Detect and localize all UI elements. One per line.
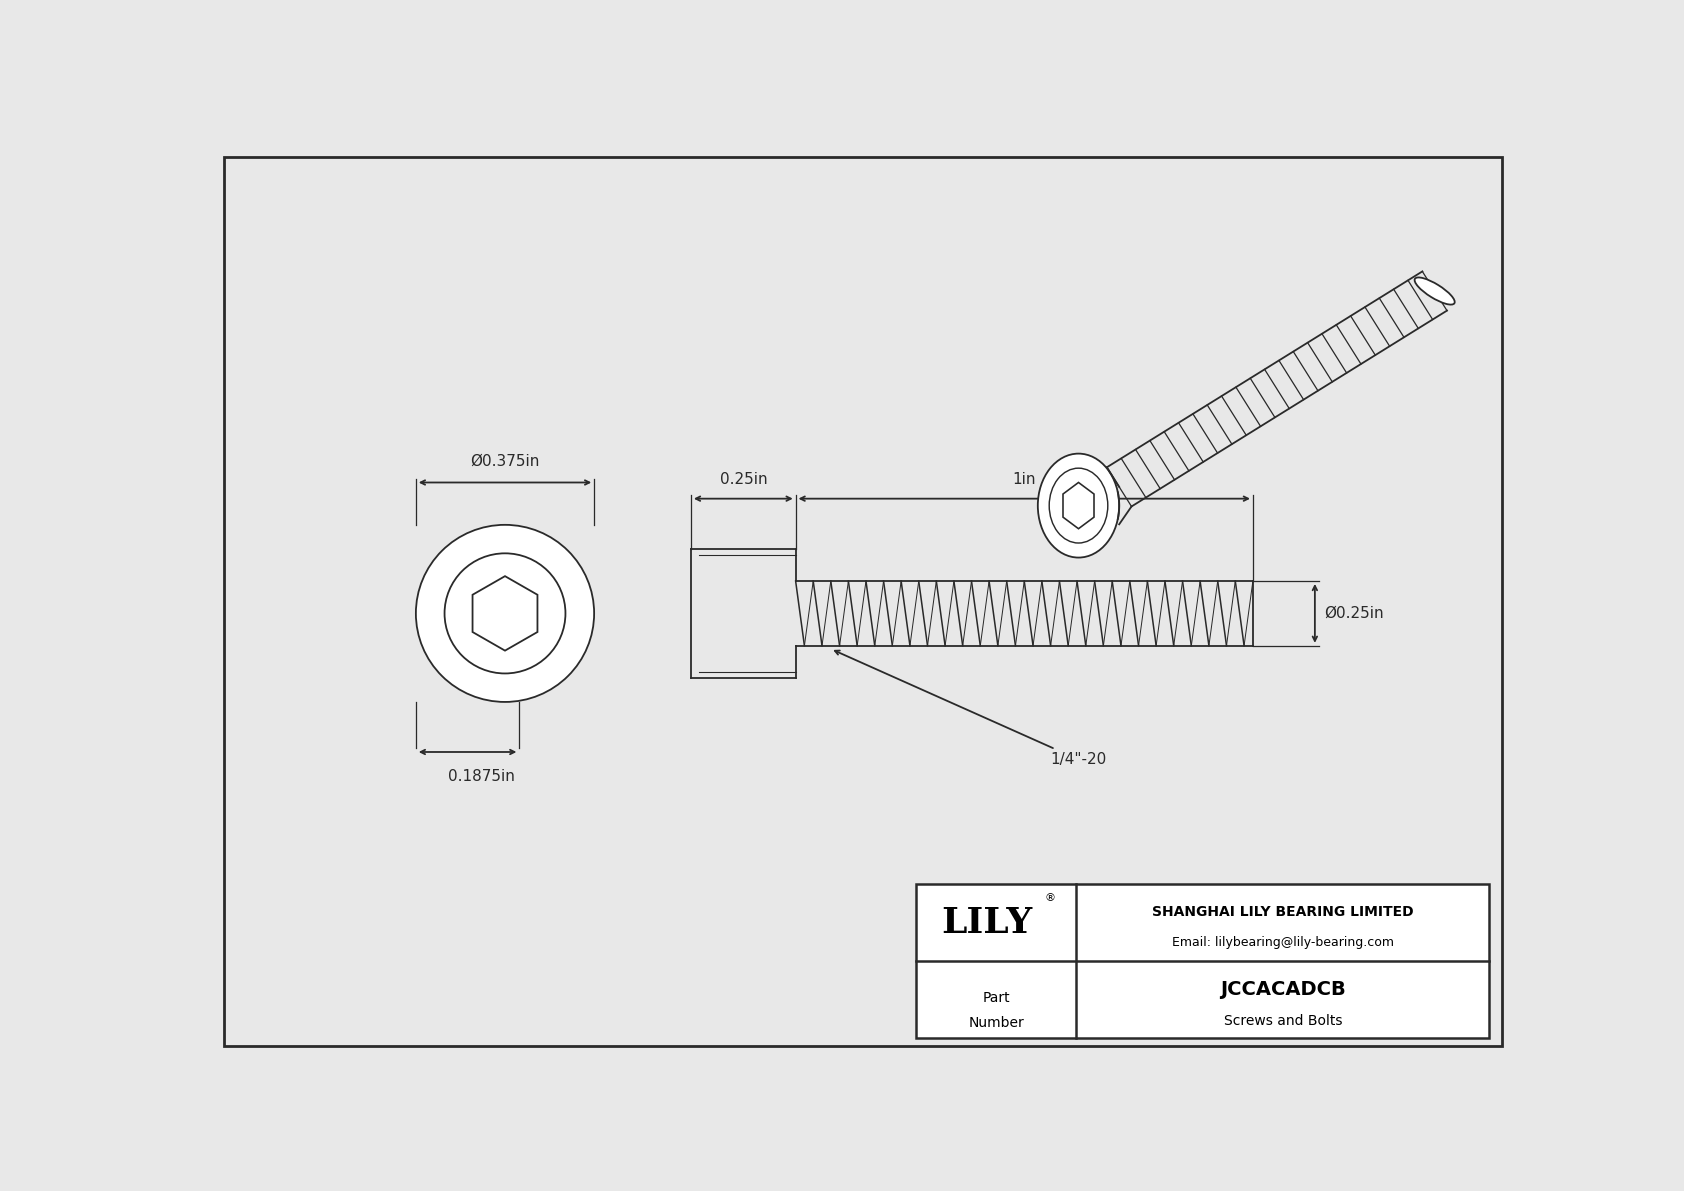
Text: 0.1875in: 0.1875in <box>448 769 515 784</box>
Text: Screws and Bolts: Screws and Bolts <box>1224 1015 1342 1029</box>
Text: 0.25in: 0.25in <box>719 472 768 487</box>
Bar <box>916 885 1489 1039</box>
Text: Ø0.375in: Ø0.375in <box>470 454 539 468</box>
Ellipse shape <box>1415 278 1455 305</box>
Text: 1/4"-20: 1/4"-20 <box>835 650 1106 767</box>
Text: Email: lilybearing@lily-bearing.com: Email: lilybearing@lily-bearing.com <box>1172 936 1394 949</box>
Text: JCCACADCB: JCCACADCB <box>1219 980 1346 998</box>
Text: Part: Part <box>982 991 1010 1005</box>
Text: Number: Number <box>968 1016 1024 1030</box>
Text: Ø0.25in: Ø0.25in <box>1324 606 1384 621</box>
Ellipse shape <box>1037 454 1120 557</box>
Ellipse shape <box>1049 468 1108 543</box>
Text: LILY: LILY <box>941 906 1032 940</box>
Text: 1in: 1in <box>1012 472 1036 487</box>
Circle shape <box>416 525 594 701</box>
Circle shape <box>445 554 566 673</box>
Polygon shape <box>473 576 537 650</box>
Text: ®: ® <box>1044 893 1056 903</box>
Polygon shape <box>1063 482 1095 529</box>
Text: SHANGHAI LILY BEARING LIMITED: SHANGHAI LILY BEARING LIMITED <box>1152 905 1413 919</box>
